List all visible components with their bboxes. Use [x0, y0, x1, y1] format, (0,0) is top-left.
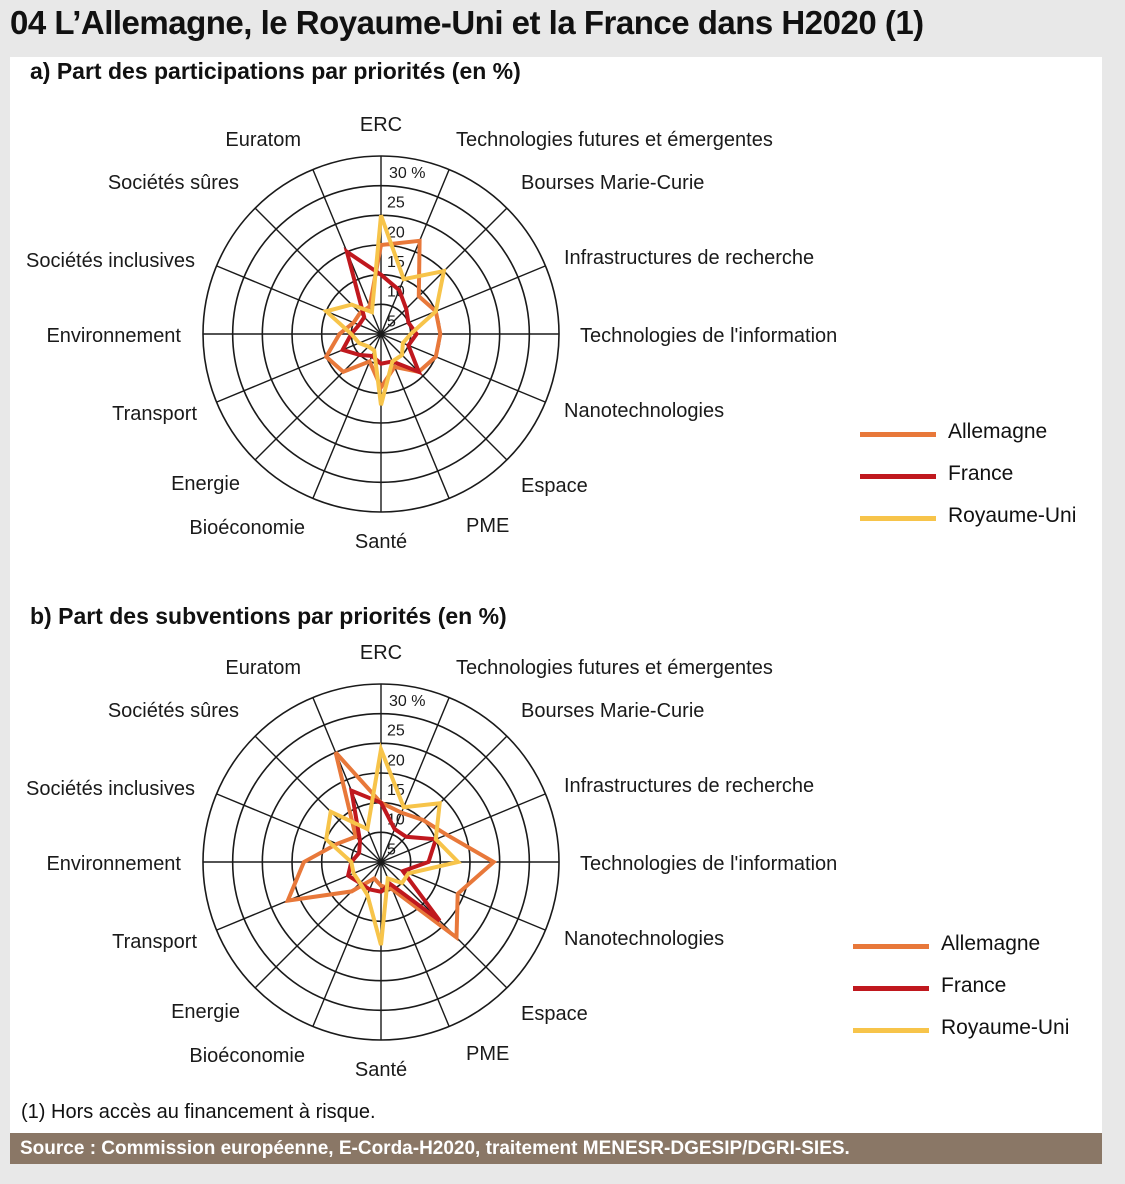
series-line-allemagne [284, 751, 498, 942]
legend-label: France [948, 462, 1014, 485]
grid-spoke [380, 697, 450, 863]
axis-label: Technologies futures et émergentes [456, 657, 773, 679]
legend-label: Royaume-Uni [941, 1016, 1070, 1039]
axis-label: Transport [112, 931, 197, 953]
axis-label: Santé [355, 1059, 407, 1081]
axis-label: Bioéconomie [189, 517, 305, 539]
grid-spoke [380, 735, 508, 863]
chart-a-title: a) Part des participations par priorités… [30, 58, 521, 84]
axis-label: Nanotechnologies [564, 400, 724, 422]
legend-swatch-royaume-uni [853, 1028, 929, 1033]
tick-label: 5 [387, 841, 396, 858]
axis-label: Sociétés inclusives [26, 778, 195, 800]
legend-swatch-allemagne [860, 432, 936, 437]
tick-label: 25 [387, 723, 405, 740]
axis-label: Sociétés sûres [108, 172, 239, 194]
axis-label: ERC [360, 114, 402, 136]
axis-label: Espace [521, 475, 588, 497]
axis-label: Infrastructures de recherche [564, 247, 814, 269]
legend-swatch-allemagne [853, 944, 929, 949]
figure-title: 04 L’Allemagne, le Royaume-Uni et la Fra… [10, 4, 924, 41]
axis-label: Infrastructures de recherche [564, 775, 814, 797]
axis-label: Nanotechnologies [564, 928, 724, 950]
axis-label: Environnement [46, 853, 181, 875]
series-line-royaume-uni [324, 741, 463, 946]
source-bar: Source : Commission européenne, E-Corda-… [10, 1133, 1102, 1164]
axis-label: Espace [521, 1003, 588, 1025]
tick-label: 20 [387, 752, 405, 769]
legend-label: Allemagne [941, 932, 1041, 955]
series-line-france [345, 787, 442, 923]
axis-label: Environnement [46, 325, 181, 347]
legend-label: France [941, 974, 1007, 997]
axis-label: Technologies de l'information [580, 325, 837, 347]
grid-spoke [312, 697, 382, 863]
axis-label: Euratom [225, 129, 301, 151]
axis-label: Santé [355, 531, 407, 553]
legend-swatch-france [860, 474, 936, 479]
tick-label: 25 [387, 195, 405, 212]
axis-label: Energie [171, 1001, 240, 1023]
axis-label: ERC [360, 642, 402, 664]
series-line-allemagne [323, 238, 443, 392]
axis-label: Bourses Marie-Curie [521, 700, 704, 722]
axis-label: Technologies futures et émergentes [456, 129, 773, 151]
grid-spoke [216, 793, 382, 863]
axis-label: Sociétés inclusives [26, 250, 195, 272]
tick-label: 20 [387, 224, 405, 241]
grid-spoke [254, 333, 382, 461]
axis-label: Bioéconomie [189, 1045, 305, 1067]
axis-label: PME [466, 515, 509, 537]
chart-b-title: b) Part des subventions par priorités (e… [30, 603, 507, 629]
grid-spoke [380, 333, 508, 461]
axis-label: PME [466, 1043, 509, 1065]
axis-label: Euratom [225, 657, 301, 679]
axis-label: Energie [171, 473, 240, 495]
grid-spoke [254, 735, 382, 863]
axis-label: Sociétés sûres [108, 700, 239, 722]
legend-label: Royaume-Uni [948, 504, 1077, 527]
tick-label: 30 % [389, 165, 425, 182]
axis-label: Transport [112, 403, 197, 425]
legend-label: Allemagne [948, 420, 1048, 443]
figure-panel [10, 57, 1102, 1134]
tick-label: 30 % [389, 693, 425, 710]
footnote: (1) Hors accès au financement à risque. [21, 1101, 376, 1123]
series-line-royaume-uni [322, 214, 447, 406]
legend-swatch-royaume-uni [860, 516, 936, 521]
axis-label: Bourses Marie-Curie [521, 172, 704, 194]
series-line-france [339, 247, 423, 376]
grid-spoke [216, 333, 382, 403]
grid-spoke [380, 793, 546, 863]
axis-label: Technologies de l'information [580, 853, 837, 875]
legend-swatch-france [853, 986, 929, 991]
grid-spoke [254, 861, 382, 989]
grid-spoke [380, 169, 450, 335]
tick-label: 5 [387, 313, 396, 330]
